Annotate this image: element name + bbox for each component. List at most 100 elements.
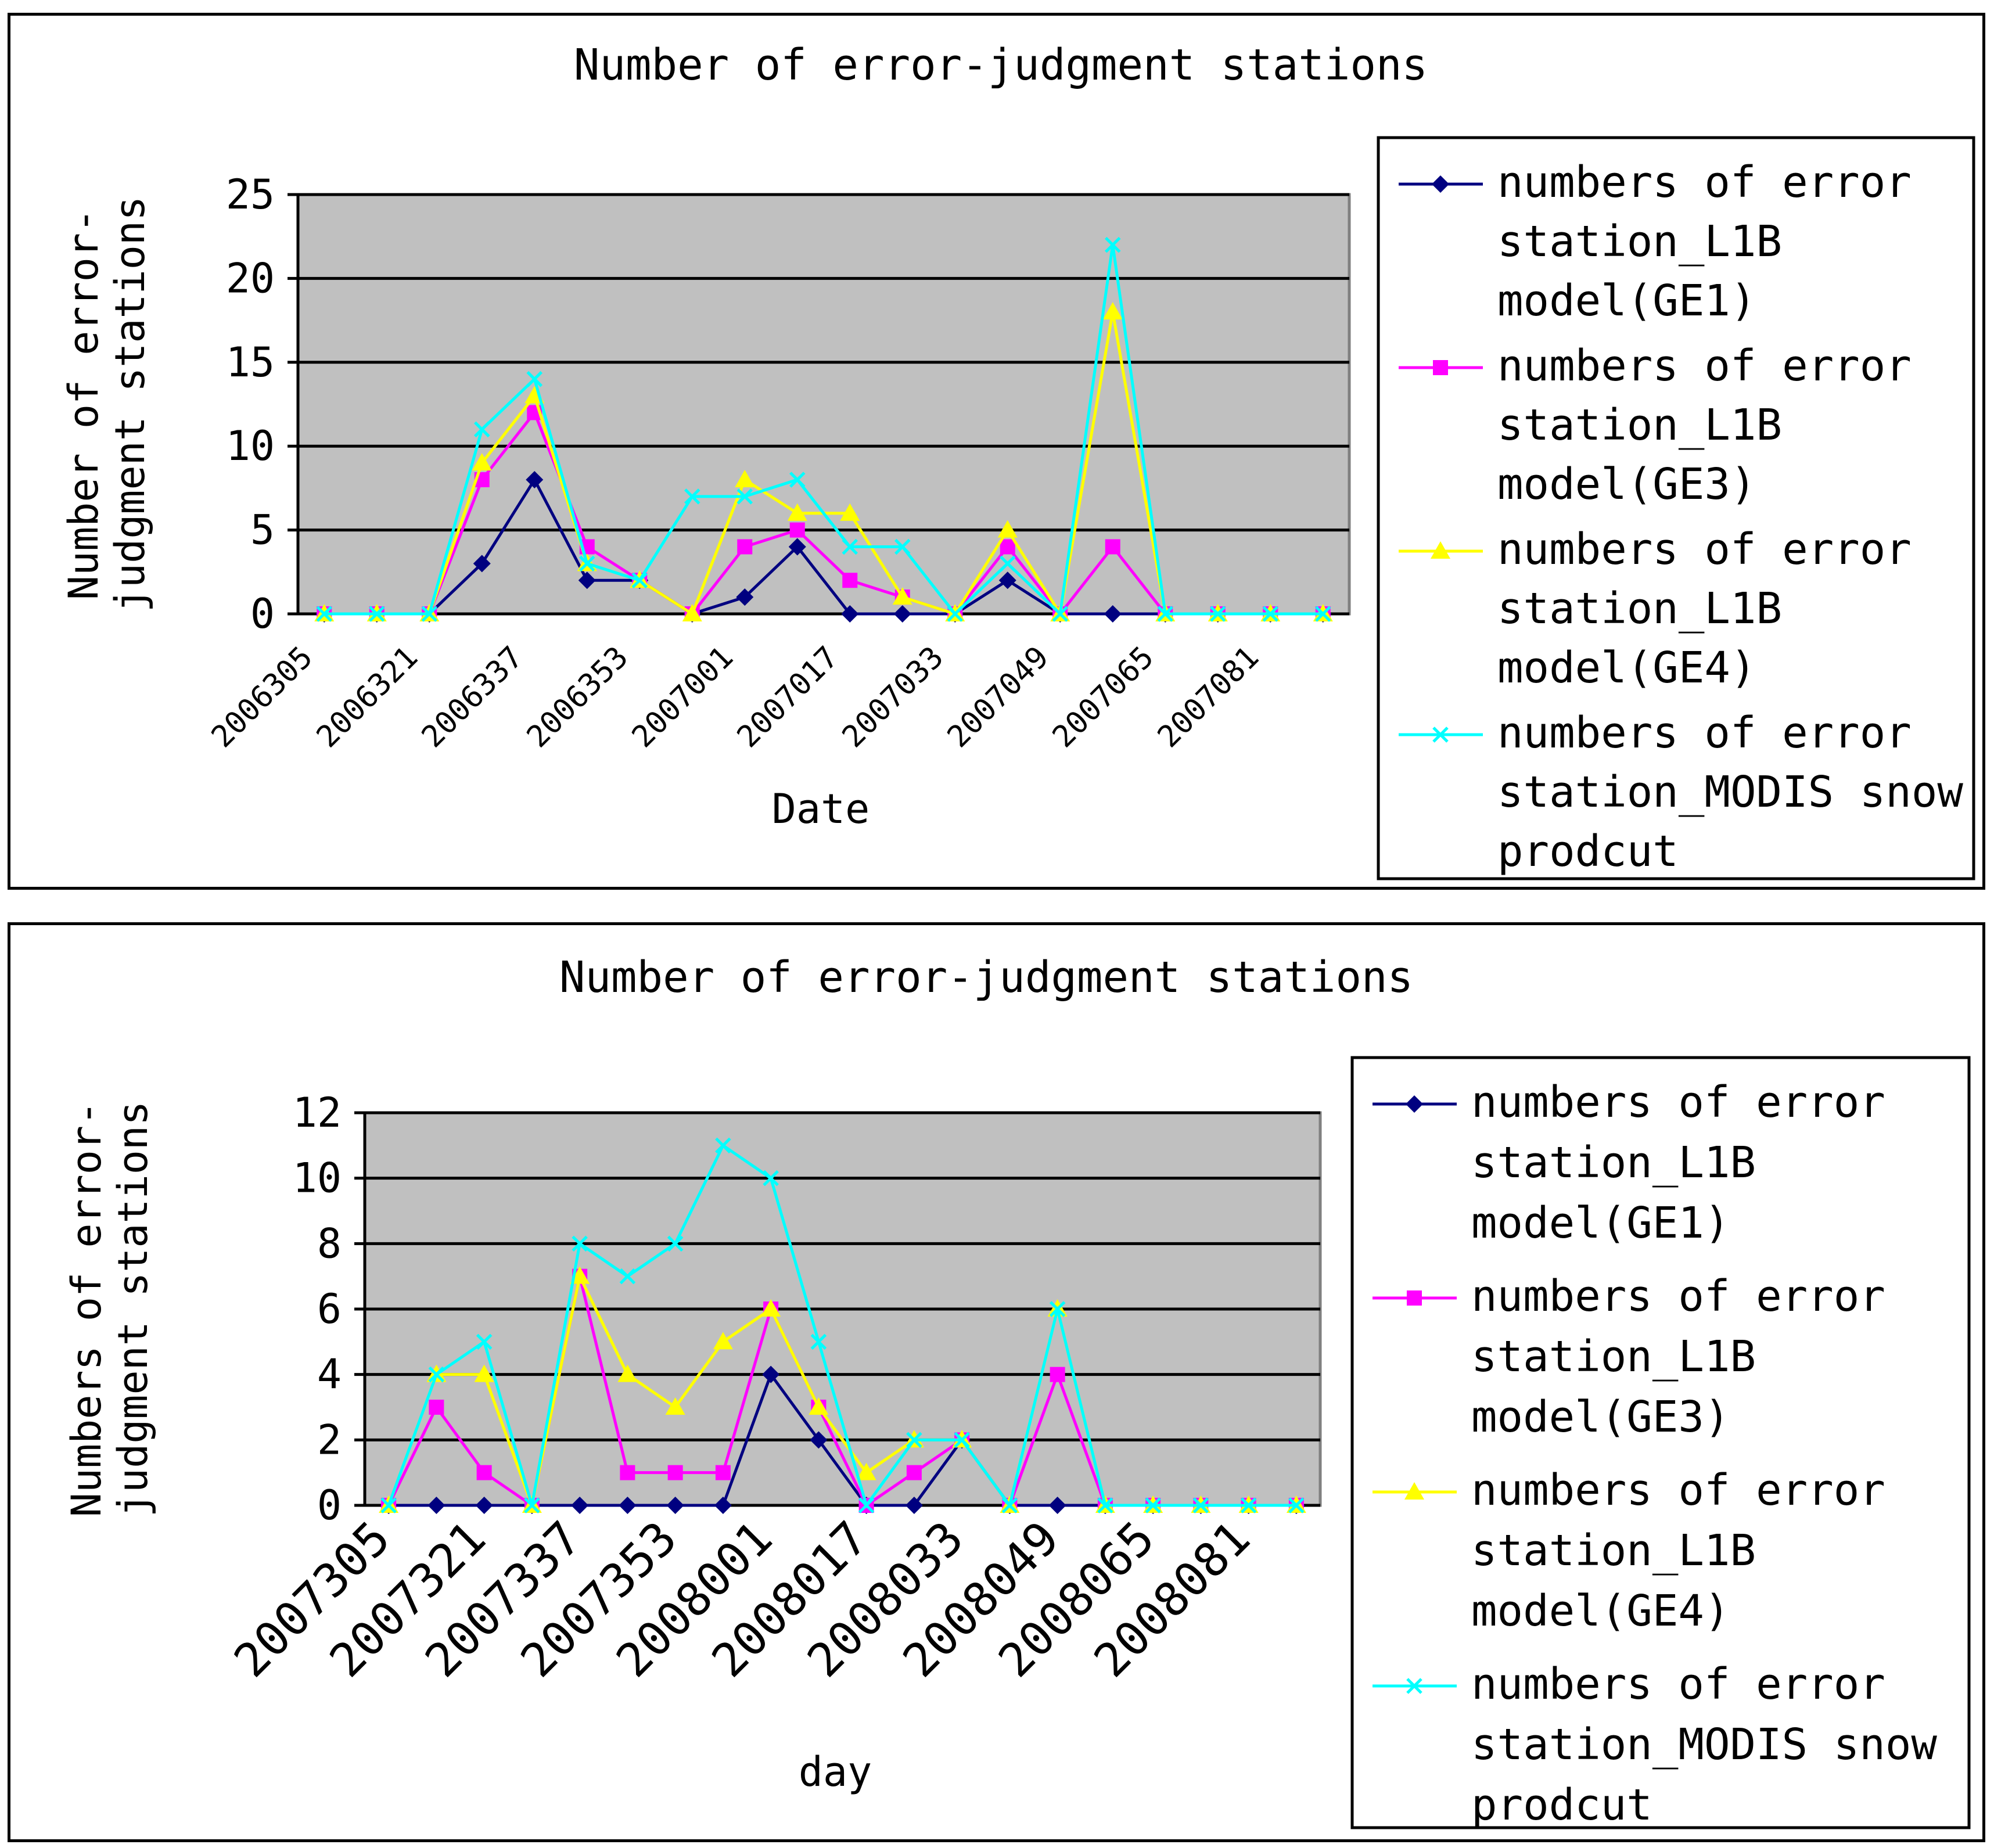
series-line-modis bbox=[324, 245, 1323, 617]
data-point-modis bbox=[1240, 1497, 1257, 1513]
data-point-modis bbox=[736, 488, 753, 505]
chart-panel-bottom: Number of error-judgment stations 0 2 4 6 8 10… bbox=[8, 922, 1985, 1842]
legend-swatch-marker bbox=[1407, 1290, 1422, 1306]
data-point-modis bbox=[1052, 606, 1069, 622]
data-point-modis bbox=[684, 488, 700, 505]
data-point-modis bbox=[380, 1497, 397, 1513]
legend-swatch-marker bbox=[1406, 1095, 1423, 1113]
data-point-ge4 bbox=[474, 1364, 494, 1382]
legend-swatch-marker bbox=[1432, 727, 1449, 743]
data-point-ge1 bbox=[841, 605, 859, 623]
data-point-modis bbox=[789, 472, 806, 488]
data-point-ge1 bbox=[571, 1497, 589, 1514]
data-point-modis bbox=[715, 1137, 731, 1154]
y-tick-label: 10 bbox=[226, 422, 275, 470]
legend-label: numbers of error bbox=[1497, 341, 1912, 391]
legend-label: numbers of error bbox=[1471, 1465, 1885, 1515]
chart-title: Number of error-judgment stations bbox=[559, 952, 1413, 1002]
data-point-modis bbox=[999, 555, 1016, 572]
y-axis-title: Number of error- bbox=[60, 208, 107, 600]
data-point-ge1 bbox=[526, 470, 544, 488]
legend-label: station_L1B bbox=[1471, 1138, 1756, 1188]
data-point-ge4 bbox=[1102, 302, 1123, 320]
x-tick-label: 2007033 bbox=[836, 640, 950, 754]
data-point-modis bbox=[631, 572, 648, 589]
legend-label: model(GE3) bbox=[1471, 1392, 1730, 1442]
legend-label: numbers of error bbox=[1471, 1659, 1885, 1709]
legend-label: prodcut bbox=[1497, 826, 1679, 876]
data-point-ge3 bbox=[476, 1465, 492, 1480]
data-point-ge4 bbox=[472, 453, 492, 471]
y-tick-label: 0 bbox=[317, 1482, 342, 1529]
data-point-ge3 bbox=[715, 1465, 731, 1480]
data-point-ge1 bbox=[1048, 1497, 1066, 1514]
data-point-ge4 bbox=[997, 520, 1018, 538]
data-point-modis bbox=[1314, 606, 1331, 622]
data-point-ge4 bbox=[682, 604, 702, 621]
legend-label: station_L1B bbox=[1497, 584, 1782, 634]
data-point-ge3 bbox=[789, 522, 805, 538]
x-tick-label: 2006305 bbox=[205, 640, 319, 754]
data-point-ge3 bbox=[1050, 1367, 1065, 1382]
chart-svg-bottom: Number of error-judgment stations 0 2 4 6 8 10… bbox=[63, 952, 1971, 1830]
data-point-modis bbox=[954, 1432, 970, 1448]
data-point-ge1 bbox=[810, 1431, 828, 1449]
data-point-modis bbox=[572, 1235, 588, 1252]
chart-title: Number of error-judgment stations bbox=[574, 40, 1428, 90]
y-tick-label: 5 bbox=[250, 506, 275, 554]
y-axis-title: judgment stations bbox=[109, 1101, 157, 1517]
data-point-modis bbox=[842, 538, 858, 555]
data-point-modis bbox=[619, 1268, 636, 1285]
data-point-ge4 bbox=[761, 1299, 781, 1317]
data-point-ge1 bbox=[619, 1497, 637, 1514]
data-point-modis bbox=[858, 1497, 875, 1513]
y-tick-label: 10 bbox=[293, 1155, 342, 1202]
legend-label: numbers of error bbox=[1497, 708, 1912, 758]
legend-label: model(GE1) bbox=[1497, 276, 1756, 326]
data-point-ge1 bbox=[762, 1365, 780, 1383]
legend-label: station_L1B bbox=[1471, 1526, 1756, 1576]
x-tick-label: 2007065 bbox=[1046, 640, 1161, 754]
y-axis-title: judgment stations bbox=[106, 196, 154, 612]
data-point-ge1 bbox=[473, 555, 491, 573]
data-point-ge1 bbox=[788, 538, 806, 556]
legend-label: prodcut bbox=[1471, 1780, 1652, 1830]
data-point-modis bbox=[1157, 606, 1174, 622]
data-point-modis bbox=[894, 538, 911, 555]
data-point-modis bbox=[810, 1333, 827, 1350]
data-point-modis bbox=[1192, 1497, 1209, 1513]
legend-label: station_L1B bbox=[1471, 1332, 1756, 1382]
y-tick-label: 8 bbox=[317, 1220, 342, 1267]
legend-swatch-marker bbox=[1404, 1482, 1424, 1500]
series-modis bbox=[380, 1137, 1305, 1513]
data-point-modis bbox=[1145, 1497, 1161, 1513]
data-point-ge3 bbox=[429, 1400, 444, 1415]
y-tick-label: 0 bbox=[250, 590, 275, 638]
data-point-modis bbox=[526, 371, 543, 387]
data-point-ge1 bbox=[736, 588, 754, 606]
data-point-ge3 bbox=[842, 573, 858, 588]
y-tick-label: 12 bbox=[293, 1089, 342, 1137]
data-point-ge4 bbox=[856, 1462, 876, 1480]
y-tick-label: 4 bbox=[317, 1351, 342, 1398]
y-tick-label: 2 bbox=[317, 1416, 342, 1464]
x-tick-label: 2007081 bbox=[1151, 640, 1266, 754]
legend-label: model(GE4) bbox=[1497, 643, 1756, 693]
data-point-ge1 bbox=[714, 1497, 732, 1514]
data-point-ge3 bbox=[1000, 539, 1015, 555]
data-point-modis bbox=[428, 1366, 445, 1383]
legend-label: numbers of error bbox=[1497, 524, 1912, 574]
x-tick-label: 2007049 bbox=[941, 640, 1055, 754]
data-point-ge3 bbox=[667, 1465, 683, 1480]
legend-label: model(GE1) bbox=[1471, 1198, 1730, 1248]
data-point-ge1 bbox=[666, 1497, 684, 1514]
data-point-ge4 bbox=[713, 1332, 733, 1350]
data-point-modis bbox=[473, 421, 490, 438]
legend-label: station_L1B bbox=[1497, 400, 1782, 450]
data-point-modis bbox=[1097, 1497, 1113, 1513]
legend-label: numbers of error bbox=[1471, 1077, 1885, 1127]
series-line-ge1 bbox=[324, 476, 1323, 616]
legend-box bbox=[1350, 1056, 1971, 1829]
data-point-modis bbox=[1001, 1497, 1018, 1513]
data-point-ge4 bbox=[665, 1397, 685, 1415]
